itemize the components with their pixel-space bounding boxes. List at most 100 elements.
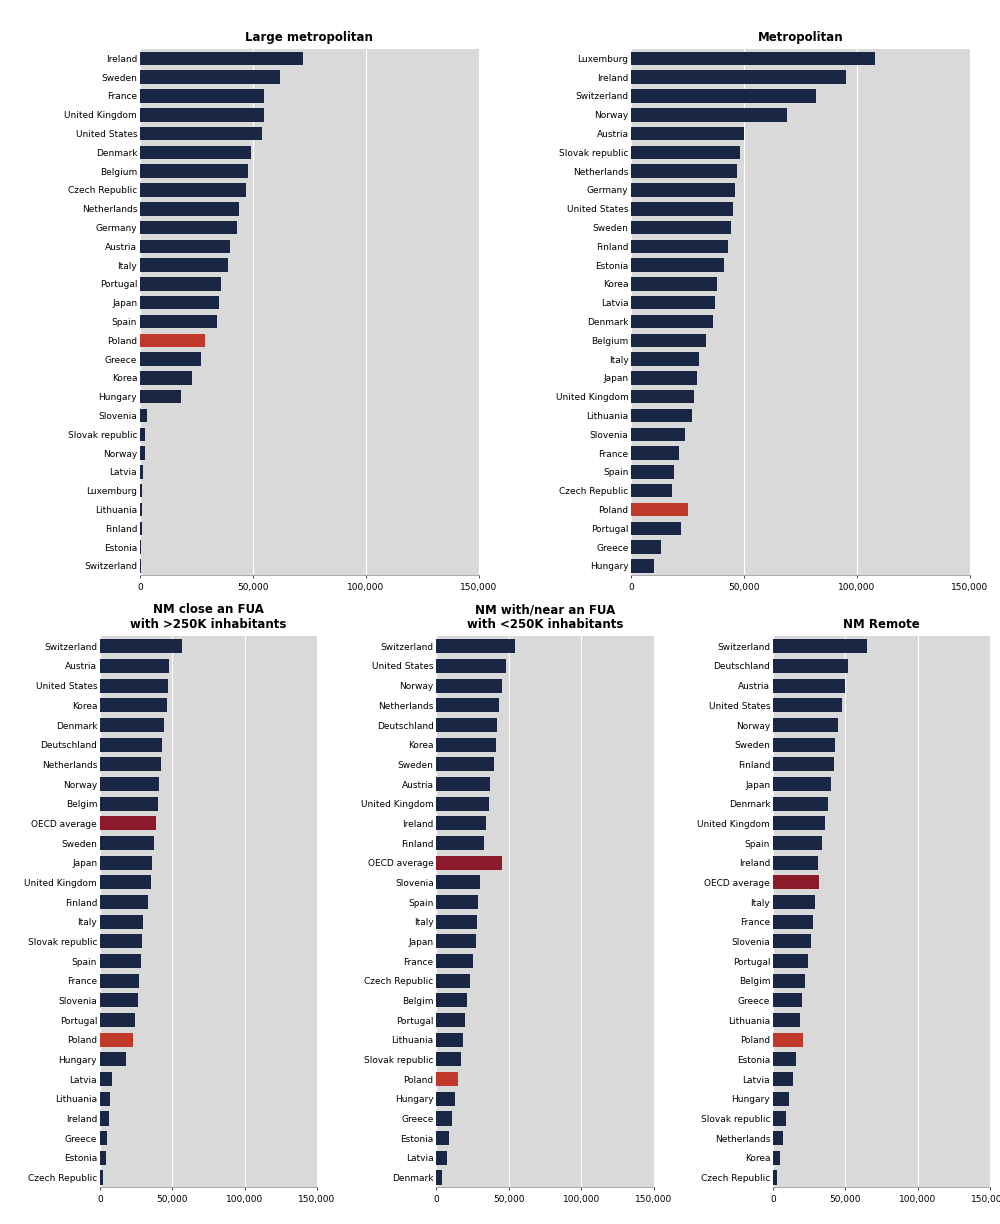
Bar [100, 698, 167, 712]
Bar [436, 758, 494, 771]
Bar [631, 240, 728, 253]
Bar [773, 639, 867, 654]
Bar [631, 483, 672, 497]
Bar [436, 973, 470, 988]
Bar [436, 659, 506, 673]
Bar [436, 1092, 455, 1105]
Bar [100, 777, 159, 791]
Bar [773, 875, 819, 890]
Bar [436, 836, 484, 851]
Bar [140, 371, 192, 384]
Bar [631, 465, 674, 479]
Bar [631, 559, 654, 573]
Bar [631, 164, 737, 177]
Bar [140, 334, 205, 348]
Bar [631, 202, 733, 215]
Bar [773, 718, 838, 732]
Bar [773, 895, 815, 909]
Bar [631, 371, 697, 384]
Bar [140, 315, 217, 328]
Bar [631, 296, 715, 310]
Bar [631, 503, 688, 517]
Bar [631, 108, 787, 121]
Bar [140, 296, 219, 310]
Bar [140, 503, 142, 517]
Bar [140, 146, 251, 159]
Bar [436, 639, 515, 654]
Bar [140, 390, 181, 404]
Bar [100, 659, 169, 673]
Bar [436, 1170, 442, 1185]
Bar [436, 1033, 463, 1047]
Title: NM with/near an FUA
with <250K inhabitants: NM with/near an FUA with <250K inhabitan… [467, 603, 623, 632]
Bar [100, 1072, 112, 1086]
Bar [631, 334, 706, 348]
Bar [773, 1111, 786, 1126]
Bar [140, 108, 264, 121]
Bar [631, 220, 731, 234]
Bar [773, 836, 822, 851]
Bar [100, 875, 151, 890]
Bar [140, 71, 280, 84]
Bar [631, 277, 717, 290]
Bar [140, 51, 303, 65]
Bar [140, 127, 262, 141]
Bar [436, 698, 499, 712]
Title: NM close an FUA
with >250K inhabitants: NM close an FUA with >250K inhabitants [130, 603, 287, 632]
Bar [631, 409, 692, 422]
Bar [100, 914, 143, 929]
Bar [140, 184, 246, 197]
Bar [631, 258, 724, 272]
Bar [100, 738, 162, 752]
Bar [140, 447, 145, 460]
Bar [773, 1033, 803, 1047]
Bar [631, 127, 744, 141]
Bar [773, 1151, 780, 1165]
Bar [773, 934, 811, 949]
Bar [100, 797, 158, 810]
Bar [773, 1013, 800, 1027]
Bar [100, 1170, 103, 1185]
Bar [436, 914, 477, 929]
Bar [631, 447, 679, 460]
Bar [436, 1131, 449, 1146]
Bar [100, 1111, 109, 1126]
Bar [100, 1033, 133, 1047]
Bar [773, 856, 818, 870]
Bar [773, 698, 842, 712]
Bar [436, 678, 502, 693]
Bar [436, 1151, 447, 1165]
Bar [436, 816, 486, 830]
Bar [436, 1013, 465, 1027]
Bar [100, 758, 161, 771]
Bar [631, 184, 735, 197]
Title: NM Remote: NM Remote [843, 618, 920, 632]
Bar [631, 89, 816, 103]
Bar [631, 390, 694, 404]
Bar [773, 758, 834, 771]
Bar [100, 856, 152, 870]
Bar [773, 1092, 789, 1105]
Bar [436, 934, 476, 949]
Bar [140, 427, 145, 441]
Title: Metropolitan: Metropolitan [758, 31, 843, 44]
Bar [631, 315, 713, 328]
Bar [773, 1053, 796, 1066]
Bar [100, 895, 148, 909]
Bar [100, 678, 168, 693]
Bar [436, 895, 478, 909]
Bar [140, 164, 248, 177]
Bar [436, 797, 489, 810]
Bar [773, 1170, 777, 1185]
Bar [140, 240, 230, 253]
Bar [436, 718, 497, 732]
Bar [631, 427, 685, 441]
Bar [773, 914, 813, 929]
Bar [436, 1111, 452, 1126]
Bar [773, 973, 805, 988]
Bar [100, 994, 138, 1007]
Bar [100, 816, 156, 830]
Bar [140, 521, 142, 535]
Bar [140, 465, 143, 479]
Bar [100, 973, 139, 988]
